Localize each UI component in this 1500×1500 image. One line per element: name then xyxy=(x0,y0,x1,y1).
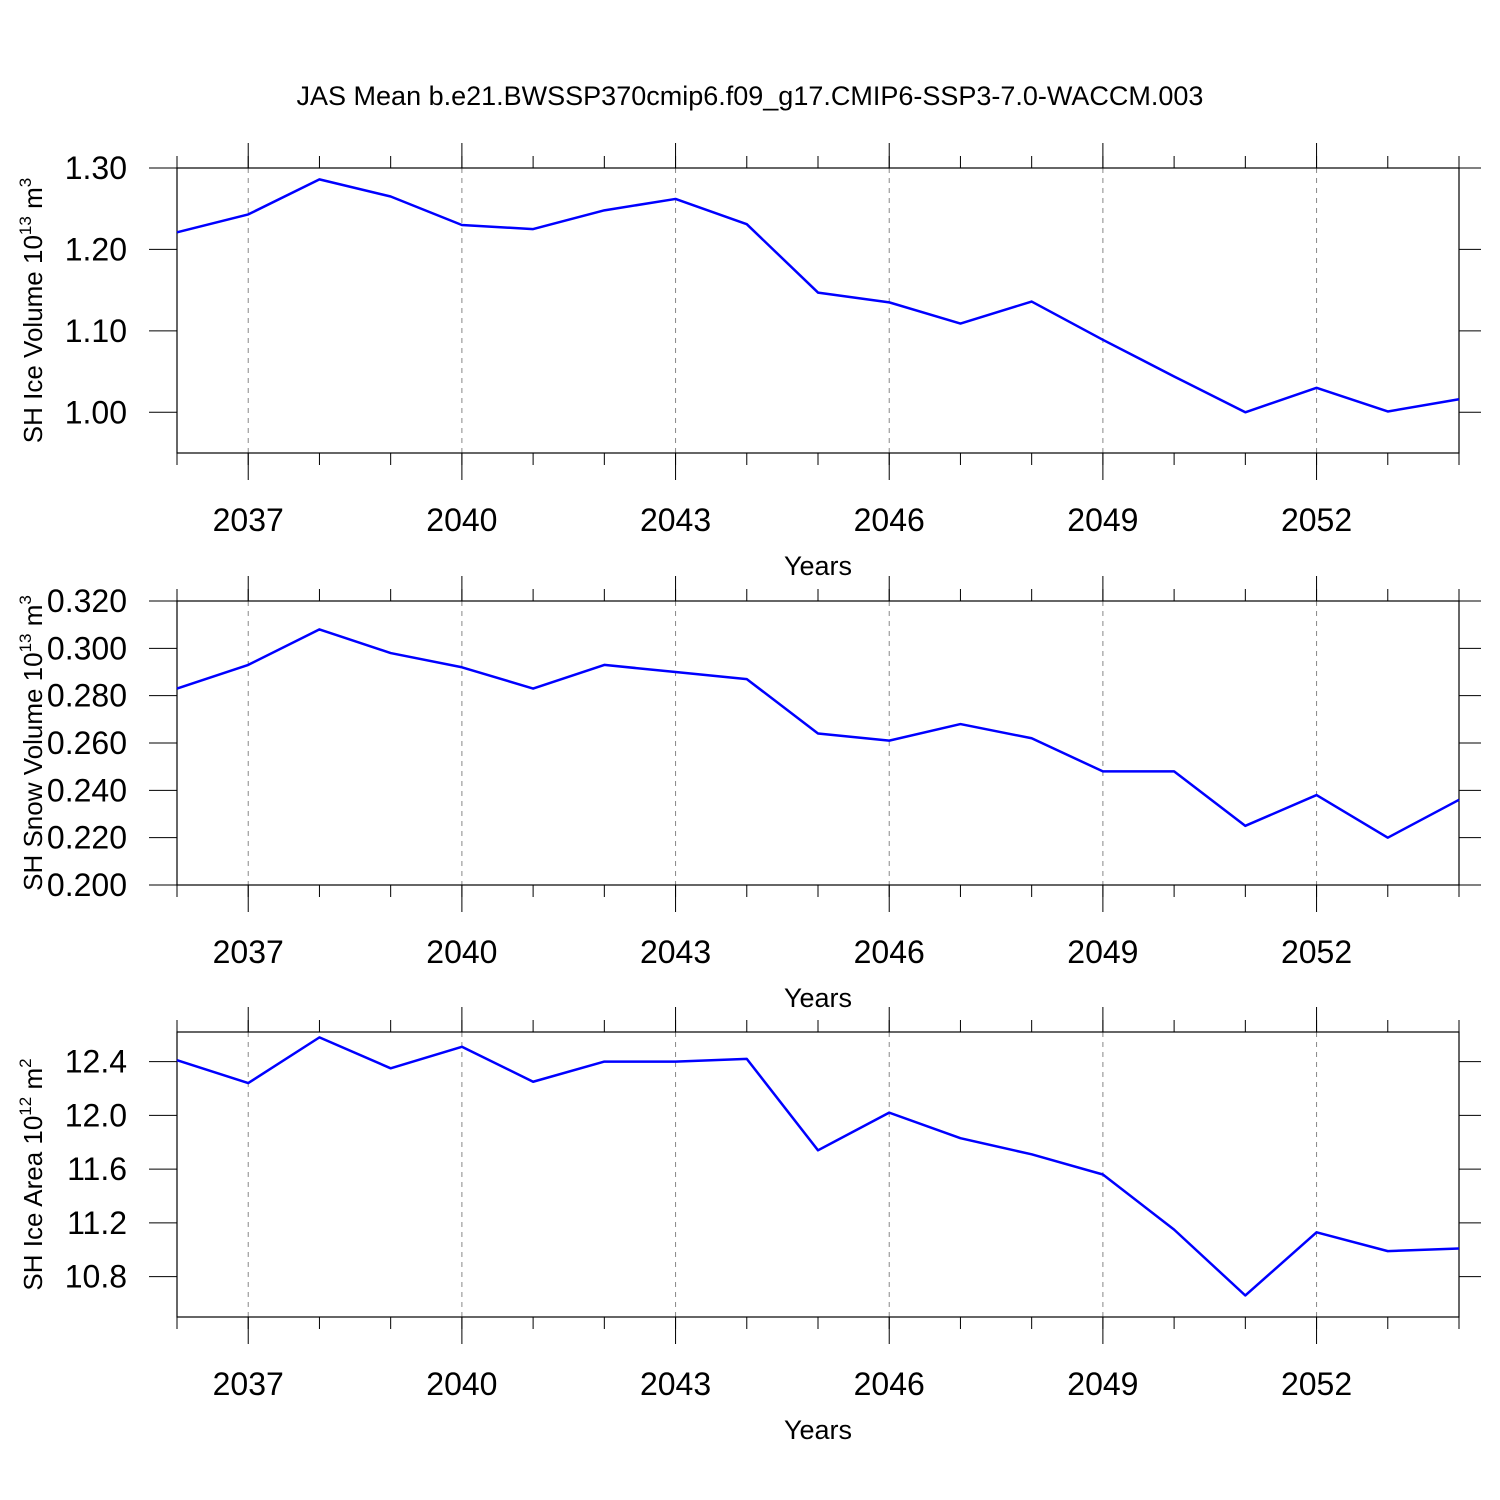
y-tick-label: 0.280 xyxy=(47,678,127,714)
y-tick-label: 12.4 xyxy=(65,1044,127,1080)
x-tick-label: 2040 xyxy=(426,1366,497,1402)
data-line xyxy=(176,628,1460,839)
y-axis-label-exponent: 13 xyxy=(16,216,35,235)
x-tick-label: 2052 xyxy=(1281,502,1352,538)
x-tick-label: 2037 xyxy=(213,1366,284,1402)
y-axis-label-part: m xyxy=(18,187,48,216)
x-tick-label: 2052 xyxy=(1281,934,1352,970)
x-tick-label: 2043 xyxy=(640,502,711,538)
y-tick-label: 0.300 xyxy=(47,630,127,666)
x-tick-label: 2052 xyxy=(1281,1366,1352,1402)
x-tick-label: 2043 xyxy=(640,934,711,970)
data-line xyxy=(176,178,1460,414)
y-axis-label-part: m xyxy=(18,605,48,634)
x-axis-label: Years xyxy=(784,551,852,581)
y-tick-label: 10.8 xyxy=(65,1259,127,1295)
x-axis-label: Years xyxy=(784,983,852,1013)
y-tick-label: 1.10 xyxy=(65,313,127,349)
data-line xyxy=(176,1036,1460,1297)
x-tick-label: 2043 xyxy=(640,1366,711,1402)
x-tick-label: 2040 xyxy=(426,934,497,970)
y-tick-label: 0.220 xyxy=(47,820,127,856)
y-axis-label: SH Ice Area 1012 m2 xyxy=(16,1058,48,1290)
y-axis-label-exponent: 3 xyxy=(16,178,35,187)
y-tick-label: 0.200 xyxy=(47,867,127,903)
y-tick-label: 0.260 xyxy=(47,725,127,761)
y-axis-label-exponent: 13 xyxy=(16,633,35,652)
y-tick-label: 1.20 xyxy=(65,231,127,267)
figure-title: JAS Mean b.e21.BWSSP370cmip6.f09_g17.CMI… xyxy=(297,81,1204,111)
y-tick-label: 1.30 xyxy=(65,150,127,186)
plot-frame xyxy=(176,600,1460,886)
x-tick-label: 2040 xyxy=(426,502,497,538)
x-tick-label: 2046 xyxy=(854,1366,925,1402)
y-tick-label: 11.2 xyxy=(67,1205,127,1241)
x-tick-label: 2049 xyxy=(1067,502,1138,538)
x-tick-label: 2037 xyxy=(213,934,284,970)
plot-frame xyxy=(176,1031,1460,1318)
x-tick-label: 2049 xyxy=(1067,1366,1138,1402)
x-tick-label: 2037 xyxy=(213,502,284,538)
y-axis-label-part: SH Ice Area 10 xyxy=(18,1116,48,1291)
y-axis-label-part: SH Snow Volume 10 xyxy=(18,652,48,890)
y-tick-label: 0.320 xyxy=(47,583,127,619)
y-tick-label: 0.240 xyxy=(47,772,127,808)
y-tick-label: 1.00 xyxy=(65,394,127,430)
y-axis-label-exponent: 3 xyxy=(16,595,35,604)
y-tick-label: 11.6 xyxy=(67,1151,127,1187)
y-axis-label-part: m xyxy=(18,1068,48,1097)
x-tick-label: 2049 xyxy=(1067,934,1138,970)
y-axis-label-part: SH Ice Volume 10 xyxy=(18,235,48,443)
plot-frame xyxy=(176,167,1460,454)
x-tick-label: 2046 xyxy=(854,502,925,538)
x-axis-label: Years xyxy=(784,1415,852,1445)
x-tick-label: 2046 xyxy=(854,934,925,970)
y-axis-label: SH Snow Volume 1013 m3 xyxy=(16,595,48,891)
y-axis-label: SH Ice Volume 1013 m3 xyxy=(16,178,48,443)
y-axis-label-exponent: 12 xyxy=(16,1097,35,1116)
y-axis-label-exponent: 2 xyxy=(16,1058,35,1067)
y-tick-label: 12.0 xyxy=(65,1097,127,1133)
